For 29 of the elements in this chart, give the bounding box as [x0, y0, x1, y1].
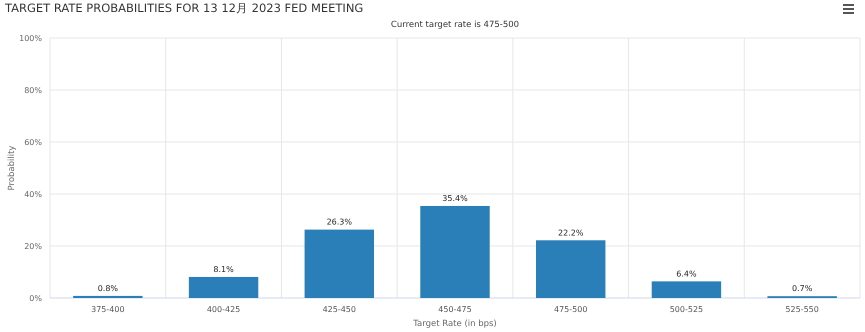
y-tick-label: 60% [24, 138, 42, 147]
data-label: 0.7% [792, 284, 813, 294]
bar [188, 276, 258, 298]
data-label: 26.3% [326, 218, 352, 227]
y-tick-label: 80% [24, 86, 42, 95]
x-tick-label: 375-400 [91, 305, 125, 314]
x-tick-label: 400-425 [206, 305, 240, 314]
data-label: 35.4% [442, 194, 468, 203]
data-label: 6.4% [676, 269, 697, 278]
x-tick-label: 525-550 [785, 305, 819, 314]
y-tick-label: 40% [24, 190, 42, 199]
x-axis-title: Target Rate (in bps) [412, 319, 497, 329]
chart-title: TARGET RATE PROBABILITIES FOR 13 12月 2023 FED MEETING [4, 1, 364, 15]
data-label: 0.8% [98, 284, 118, 293]
bar [652, 281, 722, 298]
x-tick-label: 500-525 [670, 305, 704, 314]
x-tick-label: 450-475 [438, 305, 472, 314]
bar [304, 230, 374, 298]
x-tick-label: 475-500 [554, 305, 588, 314]
bar [420, 206, 490, 298]
x-tick-label: 425-450 [322, 305, 356, 314]
bar [536, 240, 606, 298]
data-label: 22.2% [558, 228, 584, 238]
y-axis-title: Probability [7, 146, 17, 190]
chart-subtitle: Current target rate is 475-500 [390, 20, 520, 30]
y-tick-label: 0% [29, 294, 42, 303]
y-tick-label: 100% [19, 34, 42, 43]
data-label: 8.1% [213, 264, 234, 274]
y-tick-label: 20% [24, 242, 42, 251]
